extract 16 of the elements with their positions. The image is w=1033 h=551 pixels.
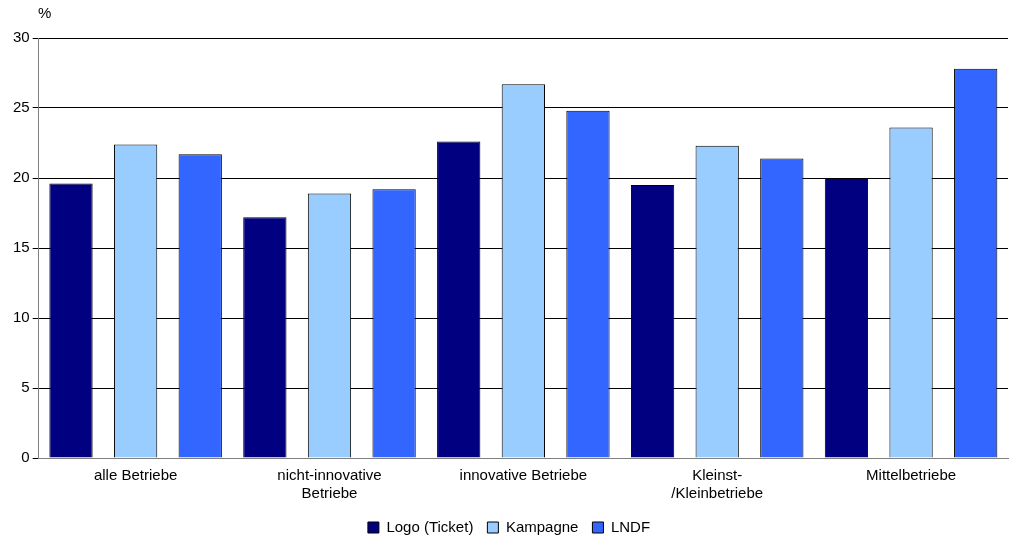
y-tick-label: 15 <box>13 238 30 256</box>
x-tick-label: Mittelbetriebe <box>866 466 957 484</box>
x-tick-label: innovative Betriebe <box>459 466 588 484</box>
x-tick-label: Kleinst-/Kleinbetriebe <box>671 466 764 502</box>
y-tick-label: 25 <box>13 98 30 116</box>
legend-label: LNDF <box>610 517 651 535</box>
y-axis-title: % <box>38 4 52 21</box>
y-tick-label: 20 <box>13 168 30 186</box>
y-tick-label: 30 <box>13 28 30 46</box>
legend-label: Kampagne <box>505 517 579 535</box>
y-tick-label: 10 <box>13 308 30 326</box>
y-tick-label: 0 <box>21 448 30 466</box>
x-tick-label: alle Betriebe <box>93 466 178 484</box>
legend-label: Logo (Ticket) <box>386 517 474 535</box>
y-tick-label: 5 <box>21 378 30 396</box>
x-tick-label: nicht-innovative Betriebe <box>277 466 382 502</box>
